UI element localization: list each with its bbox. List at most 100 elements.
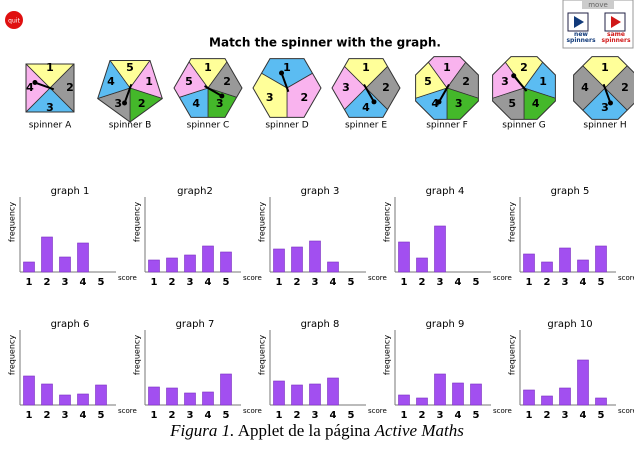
x-tick-label: 2 bbox=[544, 410, 551, 421]
sector-label: 3 bbox=[455, 97, 463, 110]
x-axis-label: score bbox=[618, 274, 634, 282]
graph-title: graph 1 bbox=[51, 186, 90, 197]
x-tick-label: 3 bbox=[187, 410, 194, 421]
x-tick-label: 4 bbox=[580, 277, 587, 288]
sector-label: 2 bbox=[520, 61, 528, 74]
sector-label: 2 bbox=[223, 75, 231, 88]
same-label[interactable]: same spinners bbox=[599, 32, 633, 44]
sector-label: 1 bbox=[443, 61, 451, 74]
bar bbox=[435, 226, 446, 272]
spinner-label: spinner A bbox=[29, 121, 72, 131]
x-tick-label: 3 bbox=[62, 277, 69, 288]
bar bbox=[578, 260, 589, 272]
sector-label: 3 bbox=[342, 81, 350, 94]
sector-label: 3 bbox=[216, 97, 224, 110]
graph-title: graph 4 bbox=[426, 186, 465, 197]
new-label[interactable]: new spinners bbox=[564, 32, 598, 44]
x-tick-label: 3 bbox=[437, 410, 444, 421]
sector-label: 5 bbox=[424, 75, 432, 88]
bar bbox=[274, 249, 285, 272]
bar bbox=[399, 395, 410, 405]
x-tick-label: 4 bbox=[205, 410, 212, 421]
bar bbox=[149, 387, 160, 405]
x-axis-label: score bbox=[118, 407, 137, 415]
x-tick-label: 5 bbox=[598, 410, 605, 421]
graph-title: graph 8 bbox=[301, 319, 340, 330]
caption-source: Active Maths bbox=[374, 421, 465, 440]
x-tick-label: 2 bbox=[419, 277, 426, 288]
bar bbox=[542, 396, 553, 405]
x-tick-label: 3 bbox=[62, 410, 69, 421]
x-tick-label: 1 bbox=[526, 277, 533, 288]
sector-label: 2 bbox=[138, 97, 146, 110]
x-tick-label: 3 bbox=[562, 410, 569, 421]
bar bbox=[24, 262, 35, 272]
sector-label: 4 bbox=[362, 101, 370, 114]
bar bbox=[203, 246, 214, 272]
x-tick-label: 4 bbox=[80, 410, 87, 421]
bar bbox=[221, 374, 232, 405]
arrow-head bbox=[279, 70, 284, 75]
bar bbox=[274, 381, 285, 405]
bar bbox=[60, 395, 71, 405]
graph-title: graph 9 bbox=[426, 319, 465, 330]
sector-label: 4 bbox=[581, 81, 589, 94]
x-tick-label: 3 bbox=[312, 410, 319, 421]
sector-label: 2 bbox=[382, 81, 390, 94]
bar bbox=[149, 260, 160, 272]
graph-title: graph 5 bbox=[551, 186, 590, 197]
x-tick-label: 3 bbox=[312, 277, 319, 288]
y-axis-label: frequency bbox=[258, 335, 267, 375]
x-tick-label: 2 bbox=[294, 277, 301, 288]
x-tick-label: 1 bbox=[26, 277, 33, 288]
sector-label: 5 bbox=[126, 61, 134, 74]
caption-figure: Figura 1. bbox=[169, 421, 234, 440]
x-tick-label: 5 bbox=[223, 410, 230, 421]
caption: Figura 1. Applet de la página Active Mat… bbox=[169, 421, 464, 440]
sector-label: 3 bbox=[46, 101, 54, 114]
sector-label: 1 bbox=[46, 61, 54, 74]
page: quit move new spinners same spinners Mat… bbox=[0, 0, 634, 449]
bar bbox=[524, 254, 535, 272]
y-axis-label: frequency bbox=[383, 335, 392, 375]
bar bbox=[221, 252, 232, 272]
x-tick-label: 4 bbox=[455, 410, 462, 421]
bar bbox=[560, 388, 571, 405]
bar bbox=[453, 383, 464, 405]
x-tick-label: 5 bbox=[223, 277, 230, 288]
x-tick-label: 5 bbox=[473, 277, 480, 288]
sector-label: 2 bbox=[462, 75, 470, 88]
x-tick-label: 1 bbox=[401, 277, 408, 288]
x-axis-label: score bbox=[493, 407, 512, 415]
bar bbox=[310, 241, 321, 272]
bar bbox=[399, 242, 410, 272]
x-tick-label: 5 bbox=[473, 410, 480, 421]
bar bbox=[24, 376, 35, 405]
sector-label: 1 bbox=[283, 61, 291, 74]
bar bbox=[524, 390, 535, 405]
x-tick-label: 1 bbox=[401, 410, 408, 421]
x-tick-label: 2 bbox=[294, 410, 301, 421]
arrow-head bbox=[122, 101, 127, 106]
x-axis-label: score bbox=[493, 274, 512, 282]
x-tick-label: 4 bbox=[330, 277, 337, 288]
quit-label[interactable]: quit bbox=[8, 18, 20, 25]
x-tick-label: 5 bbox=[98, 410, 105, 421]
bar bbox=[167, 388, 178, 405]
x-tick-label: 5 bbox=[98, 277, 105, 288]
x-tick-label: 1 bbox=[151, 410, 158, 421]
x-tick-label: 5 bbox=[348, 410, 355, 421]
y-axis-label: frequency bbox=[133, 335, 142, 375]
x-tick-label: 4 bbox=[330, 410, 337, 421]
bar bbox=[292, 247, 303, 272]
sector-label: 5 bbox=[508, 97, 516, 110]
bar bbox=[42, 384, 53, 405]
x-tick-label: 2 bbox=[169, 277, 176, 288]
arrow-head bbox=[219, 94, 224, 99]
x-tick-label: 2 bbox=[44, 277, 51, 288]
bar bbox=[292, 385, 303, 405]
arrow-head bbox=[437, 99, 442, 104]
x-tick-label: 2 bbox=[44, 410, 51, 421]
bar bbox=[417, 398, 428, 405]
x-tick-label: 5 bbox=[348, 277, 355, 288]
